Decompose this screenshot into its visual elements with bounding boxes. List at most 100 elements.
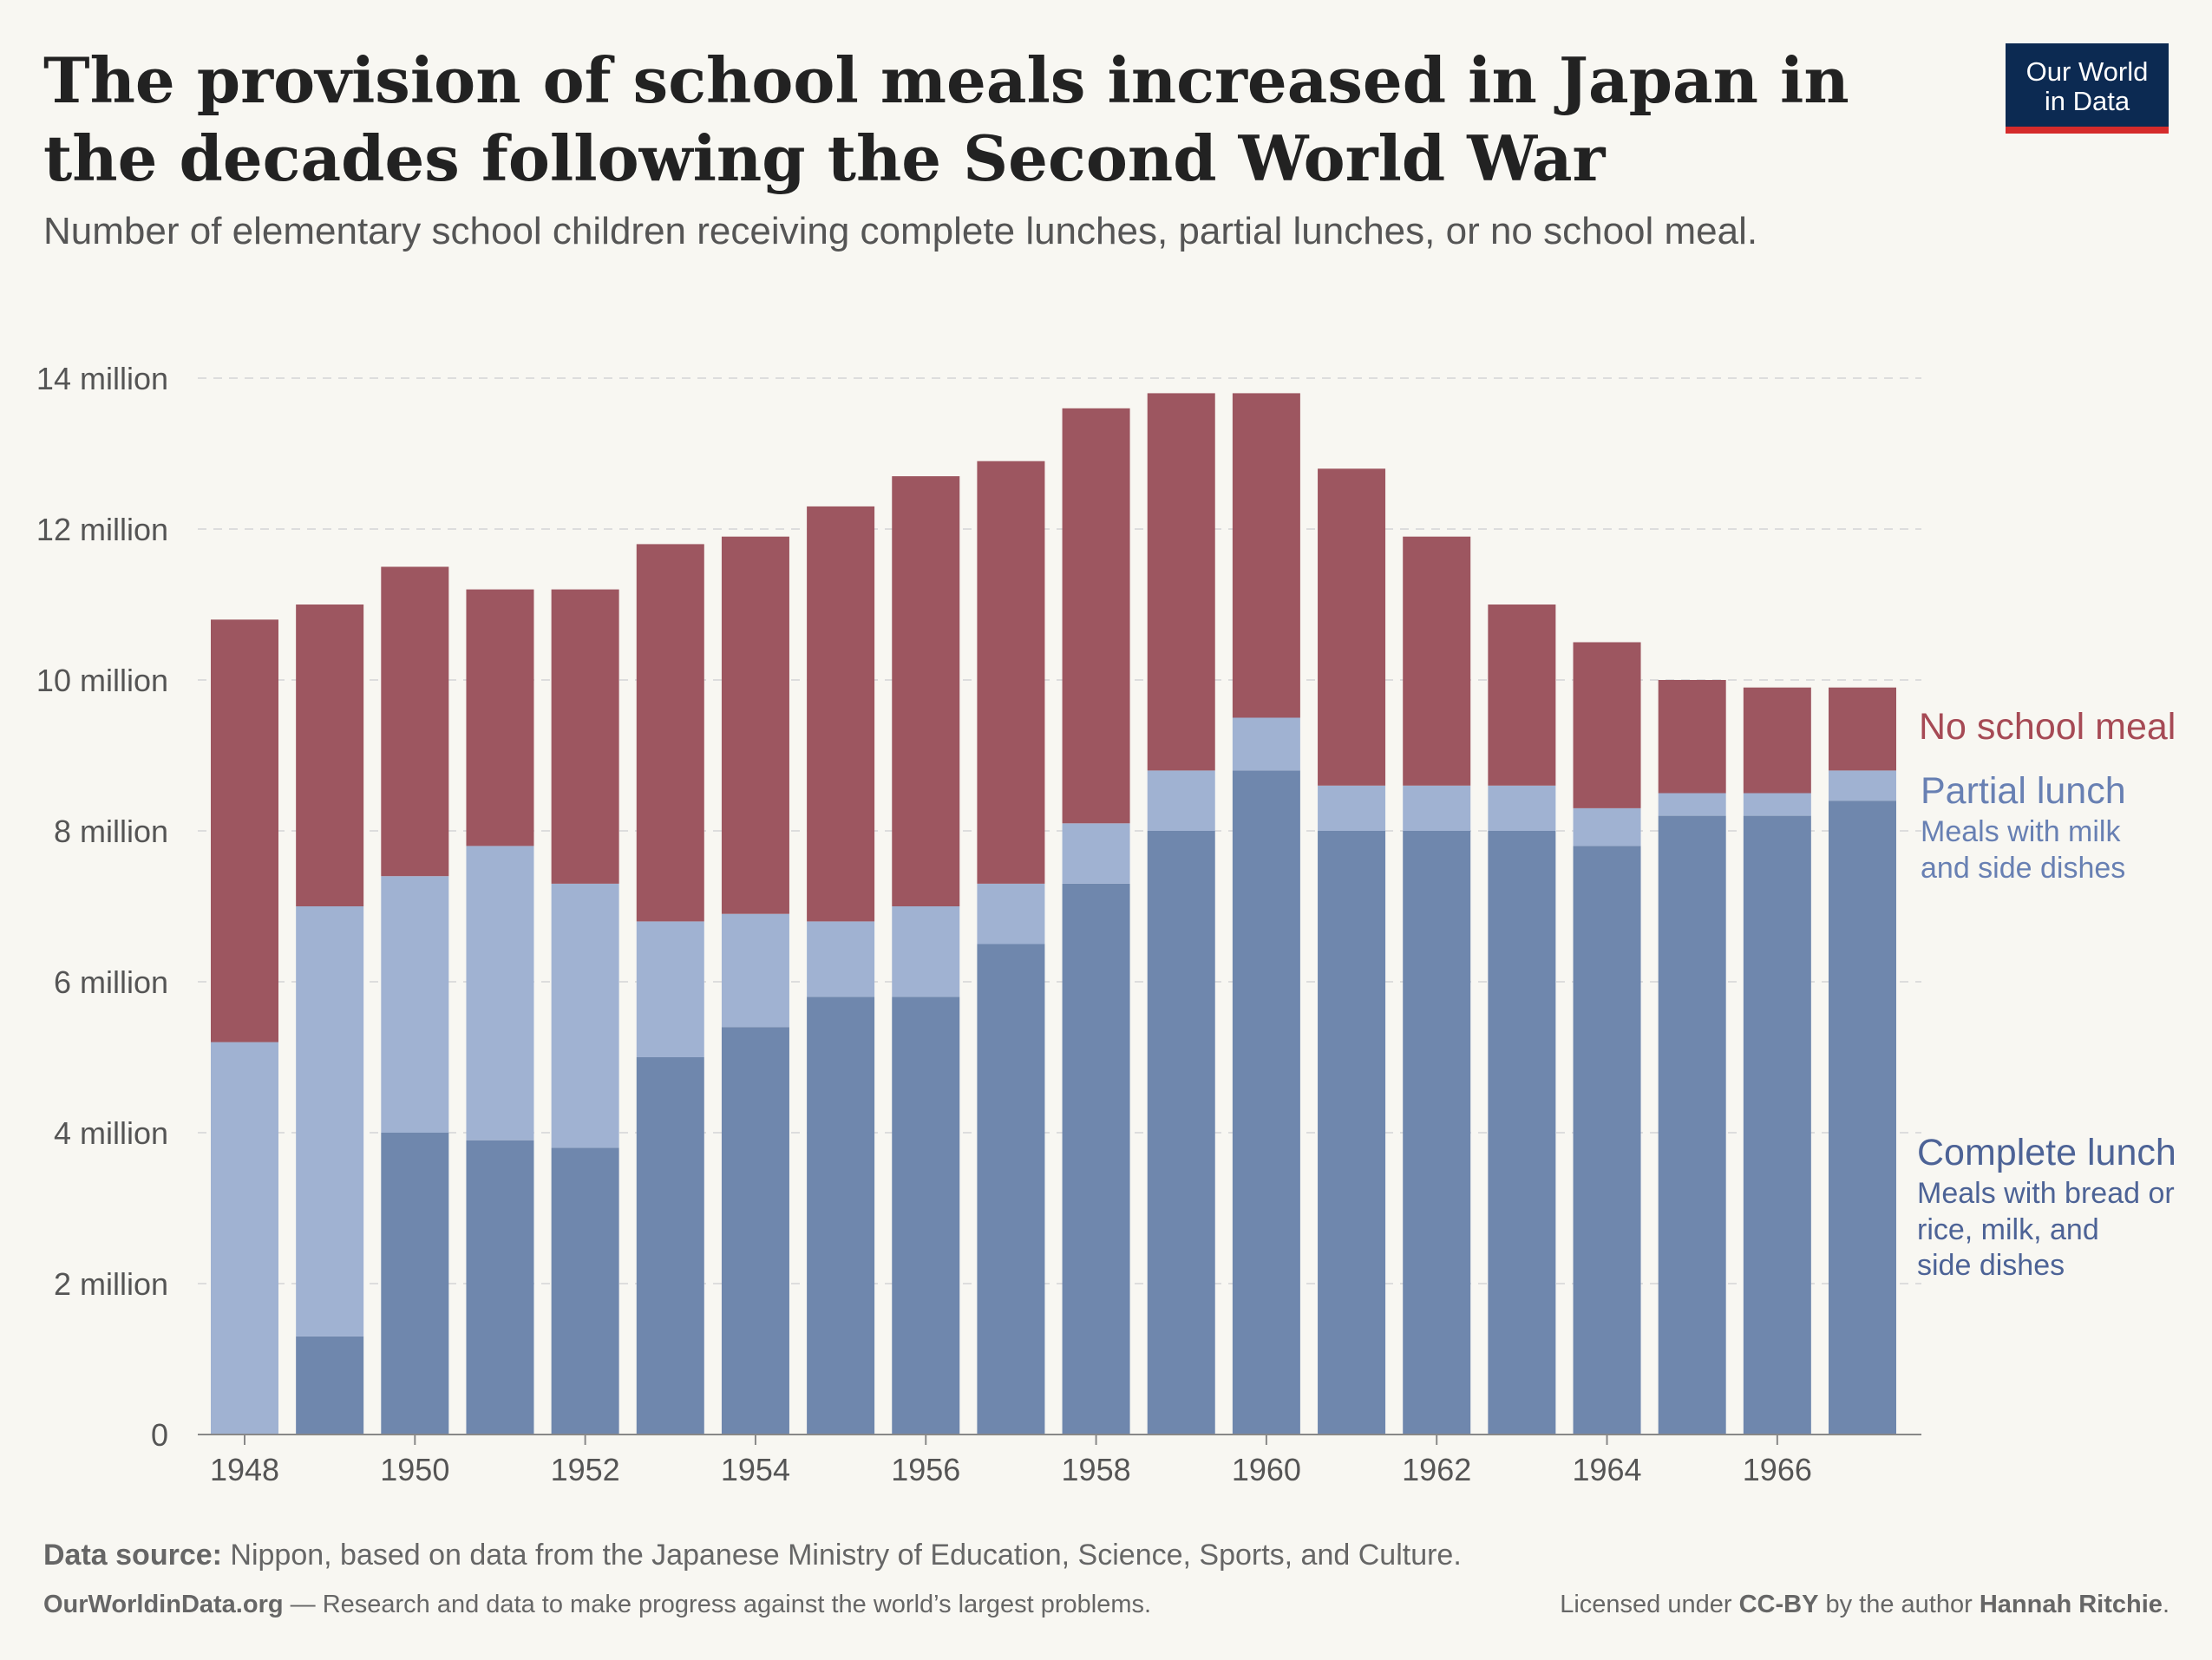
bar-partial-lunch	[1743, 793, 1811, 816]
legend-no-school-meal: No school meal	[1919, 706, 2176, 748]
bar-no-school-meal	[977, 461, 1045, 884]
site-credit: OurWorldinData.org — Research and data t…	[43, 1591, 1151, 1619]
chart-title: The provision of school meals increased …	[43, 43, 1849, 195]
license-mid: by the author	[1818, 1591, 1980, 1618]
bar-no-school-meal	[1403, 536, 1471, 786]
bar-no-school-meal	[807, 506, 875, 922]
bar-no-school-meal	[296, 605, 364, 906]
bar-complete-lunch	[1403, 831, 1471, 1435]
bar-no-school-meal	[1488, 605, 1556, 786]
bar-no-school-meal	[1062, 408, 1130, 824]
x-tick-label: 1958	[1062, 1452, 1131, 1487]
legend-partial-lunch-desc: Meals with milk	[1921, 815, 2121, 848]
bar-complete-lunch	[296, 1336, 364, 1435]
x-tick-label: 1962	[1402, 1452, 1471, 1487]
bar-no-school-meal	[1573, 642, 1641, 808]
bar-partial-lunch	[296, 906, 364, 1336]
bar-complete-lunch	[1318, 831, 1386, 1435]
bar-partial-lunch	[977, 883, 1045, 944]
bar-complete-lunch	[466, 1140, 534, 1435]
logo-line-1: Our World	[2025, 56, 2149, 87]
x-tick-label: 1948	[210, 1452, 279, 1487]
x-tick-label: 1956	[891, 1452, 960, 1487]
bar-partial-lunch	[1062, 823, 1130, 884]
bars	[211, 393, 1896, 1435]
bar-no-school-meal	[1232, 393, 1300, 718]
bar-complete-lunch	[636, 1057, 704, 1435]
x-tick-label: 1950	[380, 1452, 449, 1487]
bar-complete-lunch	[721, 1027, 789, 1435]
bar-no-school-meal	[1147, 393, 1215, 771]
bar-no-school-meal	[721, 536, 789, 914]
bar-complete-lunch	[551, 1147, 619, 1435]
bar-no-school-meal	[636, 544, 704, 922]
bar-complete-lunch	[1488, 831, 1556, 1435]
bar-partial-lunch	[381, 876, 449, 1133]
logo-line-2: in Data	[2044, 86, 2130, 116]
x-tick-label: 1966	[1743, 1452, 1812, 1487]
bar-partial-lunch	[1318, 785, 1386, 831]
license-end: .	[2162, 1591, 2169, 1618]
y-tick-label: 10 million	[36, 663, 168, 698]
x-tick-label: 1964	[1572, 1452, 1641, 1487]
data-source: Data source: Nippon, based on data from …	[43, 1539, 1462, 1572]
bar-complete-lunch	[1829, 801, 1896, 1435]
bar-complete-lunch	[1658, 815, 1726, 1435]
site-link[interactable]: OurWorldinData.org	[43, 1591, 284, 1618]
bar-no-school-meal	[466, 589, 534, 846]
axes: 0 2 million 4 million 6 million 8 million 10 …	[36, 361, 1921, 1487]
license-prefix: Licensed under	[1560, 1591, 1739, 1618]
bar-no-school-meal	[381, 566, 449, 877]
bar-partial-lunch	[1147, 770, 1215, 831]
license-link[interactable]: CC-BY	[1738, 1591, 1819, 1618]
bar-complete-lunch	[381, 1133, 449, 1435]
x-tick-label: 1954	[721, 1452, 790, 1487]
y-tick-label: 4 million	[54, 1115, 168, 1151]
author-name: Hannah Ritchie	[1979, 1591, 2163, 1618]
bar-complete-lunch	[1573, 846, 1641, 1435]
bar-no-school-meal	[1829, 687, 1896, 771]
data-source-text: Nippon, based on data from the Japanese …	[221, 1539, 1462, 1572]
x-tick-label: 1960	[1232, 1452, 1301, 1487]
legend-complete-lunch-desc: rice, milk, and	[1917, 1213, 2099, 1246]
bar-partial-lunch	[1232, 717, 1300, 771]
bar-partial-lunch	[1573, 807, 1641, 846]
bar-no-school-meal	[551, 589, 619, 884]
bar-partial-lunch	[807, 921, 875, 997]
chart-subtitle: Number of elementary school children rec…	[43, 210, 1758, 252]
bar-partial-lunch	[211, 1042, 278, 1435]
bar-partial-lunch	[1829, 770, 1896, 801]
y-tick-label: 8 million	[54, 814, 168, 849]
legend-partial-lunch: Partial lunch	[1921, 770, 2126, 812]
bar-partial-lunch	[636, 921, 704, 1057]
y-tick-label: 14 million	[36, 361, 168, 396]
bar-no-school-meal	[1658, 680, 1726, 794]
x-tick-label: 1952	[551, 1452, 620, 1487]
bar-complete-lunch	[1062, 883, 1130, 1435]
bar-partial-lunch	[1488, 785, 1556, 831]
bar-partial-lunch	[551, 883, 619, 1148]
y-tick-label: 6 million	[54, 964, 168, 1000]
bar-complete-lunch	[977, 944, 1045, 1435]
y-tick-label: 12 million	[36, 512, 168, 547]
y-tick-label: 2 million	[54, 1266, 168, 1302]
y-tick-label: 0	[151, 1417, 168, 1453]
site-tagline: — Research and data to make progress aga…	[283, 1591, 1152, 1618]
bar-partial-lunch	[721, 913, 789, 1028]
bar-partial-lunch	[1658, 793, 1726, 816]
bar-no-school-meal	[1318, 468, 1386, 786]
bar-partial-lunch	[892, 906, 960, 997]
legend-complete-lunch-desc: side dishes	[1917, 1249, 2065, 1282]
bar-no-school-meal	[211, 619, 278, 1042]
bar-complete-lunch	[1147, 831, 1215, 1435]
owid-logo[interactable]: Our World in Data	[2006, 43, 2169, 134]
bar-partial-lunch	[466, 846, 534, 1140]
data-source-label: Data source:	[43, 1539, 222, 1572]
bar-complete-lunch	[892, 997, 960, 1435]
bar-no-school-meal	[1743, 687, 1811, 794]
license-credit: Licensed under CC-BY by the author Hanna…	[1560, 1591, 2169, 1619]
bar-complete-lunch	[1232, 770, 1300, 1435]
legend-partial-lunch-desc: and side dishes	[1921, 852, 2125, 885]
